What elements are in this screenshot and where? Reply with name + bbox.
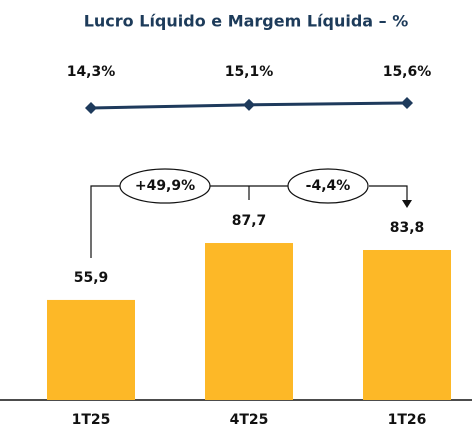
arrow-head	[402, 200, 412, 208]
data-label: 55,9	[74, 270, 109, 286]
annotation: -4,4%	[306, 178, 351, 194]
line-marker	[85, 101, 97, 114]
x-tick-label: 1T26	[388, 412, 427, 428]
data-label: 15,1%	[225, 64, 274, 80]
chart-title: Lucro Líquido e Margem Líquida – %	[84, 12, 409, 31]
annotation-ellipse	[119, 168, 211, 204]
x-tick-label: 4T25	[230, 412, 269, 428]
x-tick-label: 1T25	[72, 412, 111, 428]
bar	[205, 243, 293, 400]
line-marker	[401, 96, 413, 109]
variation-bracket	[90, 168, 408, 258]
data-label: 14,3%	[67, 64, 116, 80]
bar	[363, 249, 451, 400]
data-label: 15,6%	[383, 64, 432, 80]
data-label: 87,7	[232, 213, 267, 229]
annotation: +49,9%	[135, 178, 195, 194]
bracket-right	[369, 185, 408, 200]
data-label: 83,8	[390, 220, 425, 236]
bracket-left	[90, 185, 120, 258]
bar	[47, 299, 135, 400]
annotation-ellipse	[287, 168, 369, 204]
line-marker	[243, 98, 255, 111]
